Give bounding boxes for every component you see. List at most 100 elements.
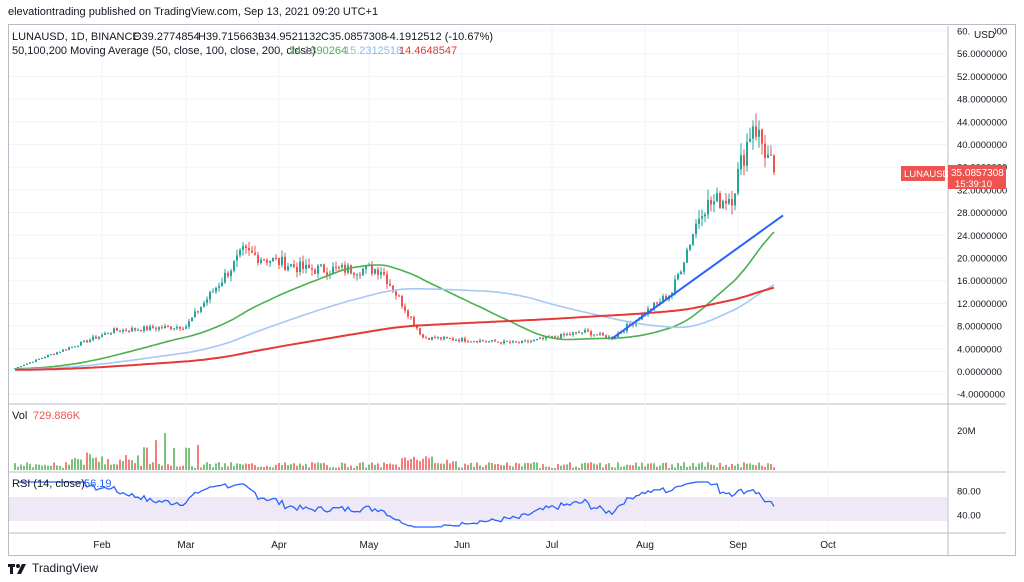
- candle-body: [290, 264, 292, 267]
- candle-body: [695, 223, 697, 235]
- volume-bar: [14, 463, 16, 470]
- volume-bar: [497, 463, 499, 470]
- candle-body: [431, 336, 433, 340]
- candle-body: [386, 274, 388, 284]
- volume-bar: [149, 463, 151, 470]
- volume-bar: [107, 459, 109, 470]
- volume-bar: [50, 465, 52, 470]
- volume-bar: [398, 467, 400, 470]
- candle-body: [74, 346, 76, 348]
- candle-body: [557, 337, 559, 339]
- volume-bar: [26, 462, 28, 470]
- candle-body: [710, 199, 712, 205]
- volume-bar: [614, 467, 616, 470]
- candle-body: [269, 261, 271, 263]
- volume-bar: [401, 458, 403, 470]
- candle-body: [536, 338, 538, 340]
- candle-body: [746, 141, 748, 166]
- volume-bar: [341, 462, 343, 470]
- volume-bar: [728, 466, 730, 470]
- candle-body: [284, 256, 286, 271]
- volume-bar: [416, 459, 418, 470]
- y-tick-label: 56.0000000: [957, 49, 1007, 60]
- candle-body: [755, 126, 757, 137]
- volume-bar: [572, 467, 574, 470]
- volume-bar: [272, 467, 274, 470]
- candle-body: [500, 342, 502, 344]
- candle-body: [575, 332, 577, 334]
- volume-bar: [230, 462, 232, 470]
- candle-body: [65, 349, 67, 351]
- volume-bar: [38, 464, 40, 470]
- volume-bar: [749, 463, 751, 470]
- candle-body: [680, 271, 682, 275]
- rsi-tick-label: 40.00: [957, 511, 981, 522]
- published-caption: elevationtrading published on TradingVie…: [8, 6, 379, 18]
- candle-body: [128, 330, 130, 332]
- candle-body: [476, 341, 478, 343]
- volume-bar: [758, 462, 760, 470]
- candle-body: [518, 342, 520, 344]
- candle-body: [254, 252, 256, 255]
- volume-tick-label: 20M: [957, 426, 976, 437]
- candle-body: [236, 255, 238, 261]
- volume-bar: [314, 463, 316, 470]
- candle-body: [359, 274, 361, 276]
- volume-bar: [566, 464, 568, 470]
- volume-bar: [473, 466, 475, 470]
- volume-bar: [95, 457, 97, 470]
- volume-bar: [458, 467, 460, 470]
- volume-bar: [530, 463, 532, 470]
- candle-body: [50, 354, 52, 356]
- volume-bar: [332, 467, 334, 470]
- volume-value: 729.886K: [33, 410, 81, 422]
- volume-bar: [587, 463, 589, 470]
- volume-bar: [53, 462, 55, 470]
- candle-body: [524, 340, 526, 342]
- y-tick-label: 28.0000000: [957, 208, 1007, 219]
- candle-body: [182, 328, 184, 330]
- candle-body: [371, 265, 373, 274]
- volume-bar: [704, 466, 706, 470]
- volume-bar: [560, 465, 562, 470]
- volume-bar: [665, 462, 667, 470]
- legend-symbol: LUNAUSD, 1D, BINANCE: [12, 31, 140, 43]
- candle-body: [323, 264, 325, 273]
- legend-high: H39.7156639: [198, 31, 264, 43]
- candle-body: [479, 340, 481, 343]
- candle-body: [305, 264, 307, 270]
- volume-bar: [197, 444, 199, 470]
- candle-body: [581, 332, 583, 334]
- volume-bar: [698, 463, 700, 470]
- volume-bar: [476, 462, 478, 470]
- volume-bar: [77, 459, 79, 470]
- volume-bar: [539, 467, 541, 470]
- volume-bar: [374, 464, 376, 470]
- volume-bar: [710, 464, 712, 470]
- volume-bar: [602, 467, 604, 470]
- volume-bar: [551, 467, 553, 470]
- volume-bar: [593, 463, 595, 470]
- candle-body: [440, 337, 442, 340]
- candle-body: [44, 357, 46, 359]
- candle-body: [470, 341, 472, 343]
- volume-bar: [176, 466, 178, 470]
- volume-bar: [629, 465, 631, 470]
- candle-body: [317, 265, 319, 274]
- candle-body: [659, 302, 661, 304]
- volume-bar: [290, 464, 292, 470]
- candle-body: [467, 341, 469, 343]
- candle-body: [395, 291, 397, 296]
- candle-body: [494, 340, 496, 342]
- volume-bar: [569, 462, 571, 470]
- volume-bar: [425, 456, 427, 470]
- y-tick-label: 4.0000000: [957, 344, 1002, 355]
- volume-bar: [68, 464, 70, 470]
- volume-bar: [224, 463, 226, 470]
- candle-body: [458, 339, 460, 342]
- candle-body: [185, 326, 187, 329]
- candle-body: [491, 340, 493, 342]
- candle-body: [569, 334, 571, 336]
- volume-bar: [632, 465, 634, 470]
